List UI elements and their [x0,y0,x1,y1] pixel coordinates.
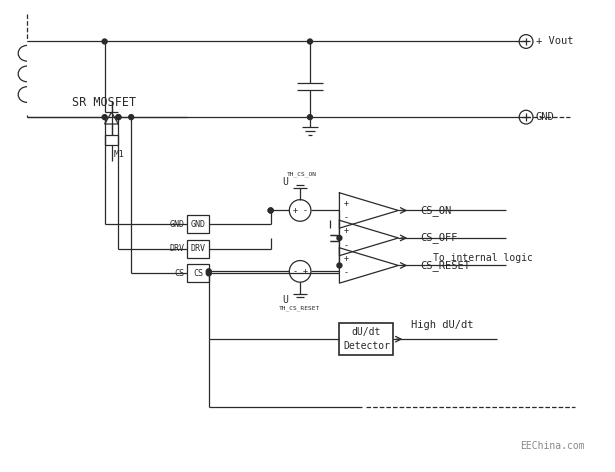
Text: CS_ON: CS_ON [420,205,451,216]
Text: U: U [282,295,288,305]
Text: M1: M1 [114,150,124,159]
Text: CS: CS [193,269,203,278]
Circle shape [102,115,107,119]
Circle shape [206,269,211,274]
Bar [339,323,394,355]
Text: U: U [282,177,288,187]
Text: Detector: Detector [343,341,390,351]
Text: -: - [343,213,348,222]
Bar [187,264,208,282]
Circle shape [337,263,342,268]
Circle shape [116,115,121,119]
Circle shape [102,39,107,44]
Text: +: + [343,226,348,235]
Text: +: + [303,267,308,276]
Circle shape [129,115,133,119]
Circle shape [268,208,273,213]
Text: High dU/dt: High dU/dt [411,320,474,330]
Text: GND: GND [536,112,555,122]
Text: To internal logic: To internal logic [433,253,533,262]
Circle shape [268,208,273,213]
Text: +: + [343,253,348,262]
Text: CS_OFF: CS_OFF [420,233,458,244]
Text: GND: GND [191,219,205,229]
Text: CS_RESET: CS_RESET [420,260,470,271]
Text: -: - [343,269,348,278]
Bar [105,135,119,144]
Text: SR MOSFET: SR MOSFET [72,96,137,109]
Circle shape [308,39,312,44]
Circle shape [206,271,211,276]
Text: +: + [293,206,298,215]
Text: EEChina.com: EEChina.com [520,441,585,451]
Circle shape [116,115,121,119]
Text: DRV: DRV [191,244,205,253]
Text: TH_CS_ON: TH_CS_ON [287,171,316,177]
Text: -: - [343,241,348,250]
Text: +: + [343,199,348,208]
Circle shape [337,236,342,240]
Text: CS: CS [174,269,184,278]
Bar [187,215,208,233]
Bar [187,240,208,258]
Text: dU/dt: dU/dt [352,327,381,337]
Circle shape [308,115,312,119]
Text: -: - [303,206,308,215]
Text: TH_CS_RESET: TH_CS_RESET [279,305,320,311]
Text: + Vout: + Vout [536,36,573,47]
Text: -: - [293,267,298,276]
Text: GND: GND [169,219,184,229]
Text: DRV: DRV [169,244,184,253]
